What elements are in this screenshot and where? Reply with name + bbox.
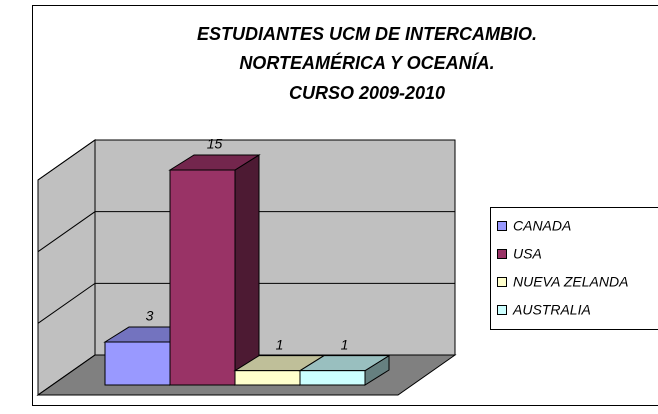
chart-title: NORTEAMÉRICA Y OCEANÍA. — [239, 52, 494, 73]
legend-swatch — [497, 249, 507, 259]
legend-swatch — [497, 305, 507, 315]
bar-front — [299, 370, 366, 386]
chart-title: CURSO 2009-2010 — [289, 83, 445, 103]
bar-front — [234, 370, 301, 386]
bar-side — [234, 154, 260, 386]
bar — [298, 354, 391, 386]
side-wall — [37, 139, 96, 396]
legend-label: AUSTRALIA — [512, 302, 591, 318]
grid-line — [37, 211, 455, 253]
bar-front — [104, 341, 171, 386]
legend-swatch — [497, 277, 507, 287]
legend-label: CANADA — [513, 218, 571, 234]
grid-line — [37, 354, 455, 396]
bar — [168, 154, 261, 386]
legend-label: USA — [513, 246, 542, 262]
value-label: 3 — [146, 308, 154, 324]
chart-title: ESTUDIANTES UCM DE INTERCAMBIO. — [197, 24, 537, 44]
bar-front — [169, 169, 236, 386]
grid-line — [37, 139, 455, 181]
value-label: 15 — [207, 136, 223, 152]
legend-label: NUEVA ZELANDA — [513, 274, 628, 290]
value-label: 1 — [276, 336, 284, 352]
legend-box — [490, 207, 658, 330]
grid-line — [37, 282, 455, 324]
value-label: 1 — [341, 336, 349, 352]
legend-swatch — [497, 221, 507, 231]
